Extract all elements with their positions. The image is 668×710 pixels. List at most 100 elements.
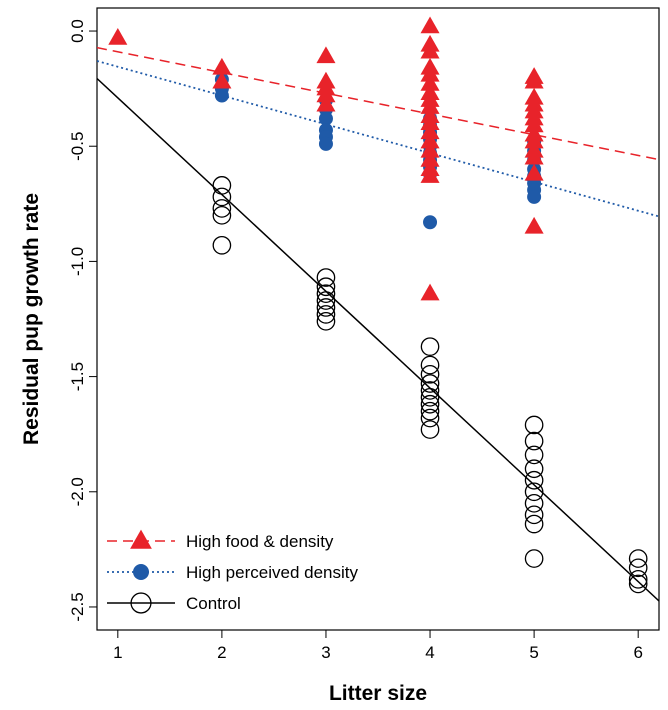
x-tick-label: 4 [425, 643, 434, 662]
data-point [212, 199, 232, 218]
y-tick-label: -0.5 [68, 132, 87, 161]
data-point [628, 569, 648, 589]
x-tick-label: 3 [321, 643, 330, 662]
data-point [524, 505, 544, 525]
fit-lines [97, 46, 659, 602]
y-tick-label: -2.0 [68, 477, 87, 506]
x-axis: 1 2 3 4 5 6 [113, 630, 643, 662]
data-point [316, 277, 336, 297]
data-point [420, 166, 440, 183]
data-point [524, 482, 544, 502]
data-point [316, 268, 336, 287]
data-point [316, 298, 336, 317]
data-point [420, 16, 440, 34]
fit-line-2 [97, 77, 659, 602]
data-point [524, 71, 544, 89]
series-2-points [212, 176, 648, 594]
data-point [524, 147, 544, 165]
data-point [212, 206, 232, 225]
data-point [524, 549, 544, 568]
legend-item-1: High perceived density [107, 563, 358, 582]
data-point [524, 115, 544, 133]
data-point [318, 136, 333, 151]
data-point [316, 46, 336, 64]
data-points [108, 16, 648, 594]
data-point [212, 57, 232, 75]
y-axis-title: Residual pup growth rate [20, 193, 43, 445]
legend-label: Control [186, 594, 241, 613]
legend: High food & density High perceived densit… [107, 529, 358, 614]
data-point [420, 41, 440, 59]
data-point [420, 408, 440, 428]
fit-line-0 [97, 46, 659, 161]
data-point [628, 549, 648, 568]
data-point [212, 176, 232, 195]
legend-marker [133, 564, 149, 580]
data-point [316, 305, 336, 324]
data-point [524, 431, 544, 451]
data-point [420, 97, 440, 114]
y-tick-label: 0.0 [68, 19, 87, 43]
data-point [524, 415, 544, 435]
data-point [420, 355, 440, 375]
y-tick-label: -2.5 [68, 592, 87, 621]
data-point [420, 364, 440, 384]
x-tick-label: 2 [217, 643, 226, 662]
data-point [420, 420, 440, 439]
fit-line-1 [97, 60, 659, 218]
data-point [423, 215, 438, 230]
legend-item-0: High food & density [107, 529, 334, 551]
data-point [318, 111, 333, 126]
y-axis: 0.0 -0.5 -1.0 -1.5 -2.0 -2.5 [68, 19, 97, 622]
data-point [524, 493, 544, 513]
data-point [420, 122, 440, 140]
data-point [316, 291, 336, 310]
y-tick-label: -1.5 [68, 362, 87, 391]
legend-marker [130, 529, 152, 549]
x-axis-title: Litter size [329, 682, 427, 705]
legend-item-2: Control [107, 592, 241, 614]
data-point [628, 558, 648, 578]
data-point [420, 387, 440, 407]
data-point [316, 94, 336, 112]
data-point [316, 311, 336, 331]
data-point [524, 459, 544, 479]
data-point [108, 27, 128, 45]
data-point [524, 131, 544, 149]
legend-label: High perceived density [186, 563, 358, 582]
data-point [420, 150, 440, 167]
series-0-points [108, 16, 544, 301]
data-point [212, 235, 232, 255]
data-point [524, 514, 544, 534]
data-point [628, 574, 648, 594]
x-tick-label: 1 [113, 643, 122, 662]
data-point [524, 445, 544, 465]
data-point [316, 284, 336, 303]
legend-marker [130, 592, 152, 614]
data-point [420, 131, 440, 149]
plot-frame [96, 7, 660, 631]
data-point [420, 140, 440, 158]
x-tick-label: 5 [529, 643, 538, 662]
data-point [524, 163, 544, 181]
data-point [420, 337, 440, 356]
data-point [524, 216, 544, 234]
data-point [420, 283, 440, 301]
data-point [420, 394, 440, 414]
data-point [212, 71, 232, 89]
data-point [420, 381, 440, 400]
data-point [527, 189, 542, 204]
data-point [316, 85, 336, 103]
data-point [420, 113, 440, 130]
data-point [212, 187, 232, 207]
legend-label: High food & density [186, 532, 334, 551]
series-1-points [214, 72, 542, 230]
data-point [524, 470, 544, 490]
data-point [420, 401, 440, 421]
data-point [214, 88, 229, 103]
y-tick-label: -1.0 [68, 247, 87, 276]
data-point [420, 74, 440, 91]
data-point [420, 64, 440, 82]
x-tick-label: 6 [633, 643, 642, 662]
